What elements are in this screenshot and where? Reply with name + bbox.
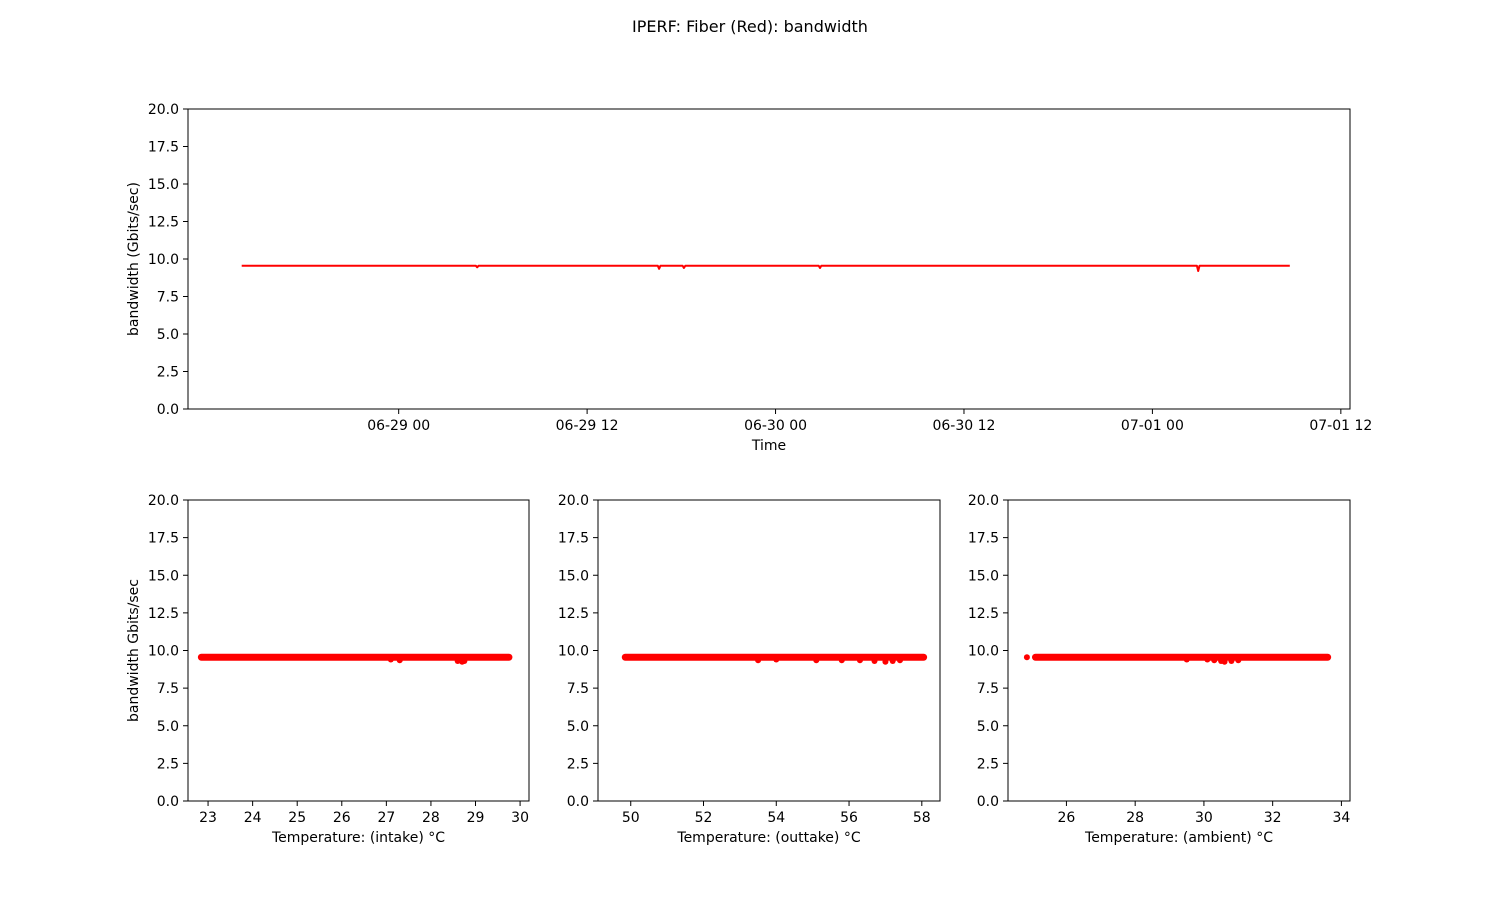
intake-temperature-axes: 0.0 2.5 5.0 7.5 10.0 12.5 15.0 17.5 20.0 23 24 25 26… bbox=[126, 493, 530, 846]
scatter-point bbox=[856, 657, 863, 664]
y-tick-label: 5.0 bbox=[157, 719, 179, 735]
x-tick-label: 32 bbox=[1264, 810, 1282, 826]
x-tick-label: 28 bbox=[422, 810, 440, 826]
x-tick-label: 06-29 12 bbox=[556, 418, 619, 434]
y-tick-label: 17.5 bbox=[558, 531, 589, 547]
y-tick-label: 7.5 bbox=[157, 290, 179, 306]
y-tick-label: 7.5 bbox=[157, 681, 179, 697]
scatter-point bbox=[773, 656, 780, 663]
y-tick-label: 2.5 bbox=[157, 756, 179, 772]
y-tick-label: 10.0 bbox=[558, 644, 589, 660]
x-axis-label: Temperature: (outtake) °C bbox=[676, 830, 860, 846]
scatter-point bbox=[882, 658, 889, 665]
scatter-point bbox=[1023, 654, 1030, 661]
x-tick-label: 06-29 00 bbox=[367, 418, 430, 434]
x-tick-label: 26 bbox=[333, 810, 351, 826]
x-tick-label: 28 bbox=[1126, 810, 1144, 826]
y-tick-label: 20.0 bbox=[148, 493, 179, 509]
y-tick-label: 5.0 bbox=[977, 719, 999, 735]
x-tick-label: 26 bbox=[1058, 810, 1076, 826]
scatter-point bbox=[1211, 657, 1218, 664]
y-tick-label: 0.0 bbox=[567, 794, 589, 810]
scatter-point bbox=[387, 656, 394, 663]
y-tick-label: 20.0 bbox=[148, 102, 179, 118]
y-tick-label: 20.0 bbox=[558, 493, 589, 509]
scatter-point bbox=[838, 657, 845, 664]
y-tick-label: 2.5 bbox=[977, 756, 999, 772]
scatter-point bbox=[454, 658, 461, 665]
x-tick-label: 29 bbox=[467, 810, 485, 826]
x-tick-label: 30 bbox=[1195, 810, 1213, 826]
y-tick-label: 7.5 bbox=[567, 681, 589, 697]
y-tick-label: 15.0 bbox=[148, 568, 179, 584]
scatter-point bbox=[871, 658, 878, 665]
scatter-point bbox=[396, 657, 403, 664]
x-axis-label: Temperature: (ambient) °C bbox=[1084, 830, 1273, 846]
y-tick-label: 15.0 bbox=[968, 568, 999, 584]
x-tick-label: 27 bbox=[377, 810, 395, 826]
y-axis-label: bandwidth Gbits/sec bbox=[126, 579, 142, 722]
y-tick-label: 20.0 bbox=[968, 493, 999, 509]
x-tick-label: 06-30 00 bbox=[744, 418, 807, 434]
x-tick-label: 06-30 12 bbox=[932, 418, 995, 434]
scatter-point bbox=[755, 657, 762, 664]
y-tick-label: 12.5 bbox=[148, 606, 179, 622]
y-tick-label: 10.0 bbox=[968, 644, 999, 660]
outtake-temperature-axes: 0.0 2.5 5.0 7.5 10.0 12.5 15.0 17.5 20.0 50 52 54 56… bbox=[558, 493, 941, 846]
y-tick-label: 10.0 bbox=[148, 644, 179, 660]
y-tick-label: 7.5 bbox=[977, 681, 999, 697]
x-tick-label: 34 bbox=[1332, 810, 1350, 826]
scatter-point bbox=[461, 658, 468, 665]
y-tick-label: 12.5 bbox=[148, 215, 179, 231]
scatter-point bbox=[1204, 656, 1211, 663]
y-tick-label: 17.5 bbox=[968, 531, 999, 547]
x-axis-label: Temperature: (intake) °C bbox=[271, 830, 445, 846]
ambient-temperature-axes: 0.0 2.5 5.0 7.5 10.0 12.5 15.0 17.5 20.0 26 28 30 32… bbox=[968, 493, 1351, 846]
x-tick-label: 23 bbox=[199, 810, 217, 826]
y-tick-label: 17.5 bbox=[148, 531, 179, 547]
scatter-point bbox=[896, 657, 903, 664]
data-marks bbox=[621, 653, 928, 665]
data-marks bbox=[1023, 653, 1332, 665]
y-tick-label: 5.0 bbox=[157, 327, 179, 343]
y-tick-label: 15.0 bbox=[558, 568, 589, 584]
y-tick-label: 2.5 bbox=[567, 756, 589, 772]
y-tick-label: 0.0 bbox=[157, 402, 179, 418]
x-tick-label: 25 bbox=[288, 810, 306, 826]
y-tick-label: 5.0 bbox=[567, 719, 589, 735]
bandwidth-series-line bbox=[241, 264, 1290, 272]
y-tick-label: 2.5 bbox=[157, 365, 179, 381]
scatter-point bbox=[1183, 656, 1190, 663]
x-tick-label: 07-01 00 bbox=[1121, 418, 1184, 434]
scatter-point bbox=[1221, 658, 1228, 665]
x-tick-label: 24 bbox=[244, 810, 262, 826]
y-tick-label: 12.5 bbox=[558, 606, 589, 622]
y-axis-label: bandwidth (Gbits/sec) bbox=[126, 182, 142, 336]
x-tick-label: 07-01 12 bbox=[1309, 418, 1372, 434]
x-tick-label: 54 bbox=[767, 810, 785, 826]
scatter-point bbox=[1235, 657, 1242, 664]
x-tick-label: 58 bbox=[913, 810, 931, 826]
y-tick-label: 0.0 bbox=[157, 794, 179, 810]
y-tick-label: 15.0 bbox=[148, 177, 179, 193]
x-tick-label: 52 bbox=[695, 810, 713, 826]
data-marks bbox=[197, 653, 513, 665]
scatter-point bbox=[1228, 658, 1235, 665]
y-tick-label: 10.0 bbox=[148, 252, 179, 268]
x-axis-label: Time bbox=[751, 438, 786, 454]
scatter-point bbox=[889, 658, 896, 665]
x-tick-label: 56 bbox=[840, 810, 858, 826]
figure-title: IPERF: Fiber (Red): bandwidth bbox=[632, 17, 868, 36]
x-tick-label: 50 bbox=[622, 810, 640, 826]
y-tick-label: 12.5 bbox=[968, 606, 999, 622]
y-tick-label: 0.0 bbox=[977, 794, 999, 810]
x-tick-label: 30 bbox=[511, 810, 529, 826]
scatter-point bbox=[813, 657, 820, 664]
data-marks bbox=[241, 264, 1290, 272]
y-tick-label: 17.5 bbox=[148, 140, 179, 156]
time-series-axes: 0.0 2.5 5.0 7.5 10.0 12.5 15.0 17.5 20.0 06-29 00… bbox=[126, 102, 1372, 454]
